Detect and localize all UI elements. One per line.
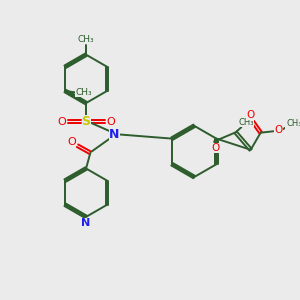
Text: O: O [57,116,66,127]
Text: O: O [274,125,283,135]
Text: O: O [247,110,255,120]
Text: CH₃: CH₃ [239,118,254,127]
Text: CH₃: CH₃ [78,34,94,43]
Text: O: O [211,142,219,153]
Text: CH₃: CH₃ [75,88,92,97]
Text: O: O [106,116,115,127]
Text: O: O [67,137,76,147]
Text: N: N [81,218,91,228]
Text: CH₃: CH₃ [286,119,300,128]
Text: N: N [109,128,120,141]
Text: S: S [82,115,91,128]
